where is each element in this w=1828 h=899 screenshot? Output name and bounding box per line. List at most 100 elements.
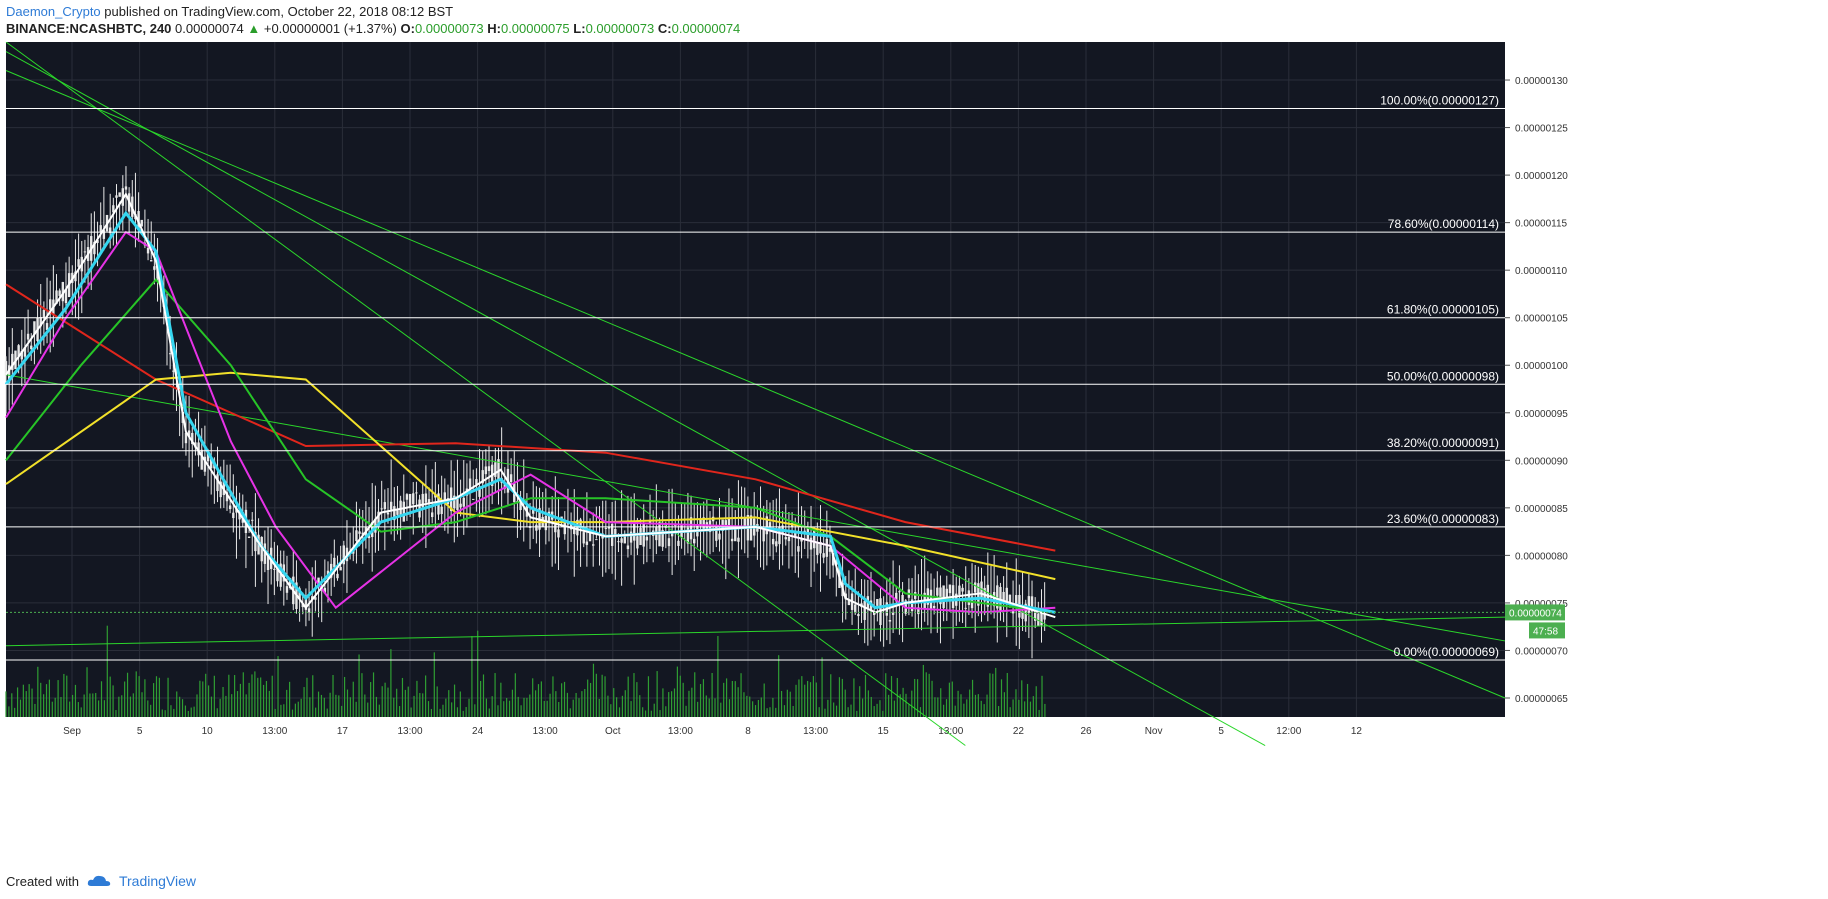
candle-body — [222, 480, 226, 496]
candle-body — [396, 510, 399, 515]
x-tick-label: 5 — [1218, 726, 1224, 737]
candle-body — [203, 456, 207, 472]
x-tick-label: 13:00 — [668, 726, 693, 737]
x-tick-label: Sep — [63, 726, 81, 737]
low-label: L: — [573, 21, 586, 36]
candle-body — [39, 317, 42, 327]
trendline[interactable] — [5, 616, 1506, 647]
candle-body — [112, 205, 115, 213]
candle-body — [566, 523, 570, 525]
candle-body — [210, 458, 213, 469]
candle-body — [614, 528, 617, 537]
candle-body — [636, 536, 639, 549]
candle-body — [945, 588, 948, 599]
candle-body — [819, 541, 822, 554]
candle-body — [472, 498, 475, 500]
candle-body — [765, 516, 769, 535]
candle-body — [74, 271, 77, 282]
y-tick-label: 0.00000070 — [1515, 646, 1568, 657]
moving-average-green[interactable] — [5, 278, 1056, 614]
candle-body — [266, 553, 270, 570]
candle-body — [629, 531, 633, 543]
candle-body — [898, 591, 901, 593]
x-tick-label: Nov — [1145, 726, 1163, 737]
candle-body — [96, 240, 99, 243]
candle-body — [288, 577, 292, 589]
trendline[interactable] — [5, 42, 966, 746]
candle-body — [585, 541, 589, 545]
candle-body — [481, 470, 484, 484]
candle-body — [787, 536, 791, 542]
candle-body — [724, 520, 727, 527]
candle-body — [191, 432, 194, 445]
candle-body — [1015, 595, 1018, 607]
candle-body — [389, 501, 393, 510]
candle-body — [607, 526, 611, 529]
fib-level-label: 78.60%(0.00000114) — [1388, 217, 1499, 231]
x-tick-label: 17 — [337, 726, 349, 737]
candle-body — [812, 528, 816, 549]
last-price-tag — [1505, 604, 1565, 621]
candle-body — [33, 321, 36, 335]
candle-body — [872, 611, 876, 616]
candle-body — [1027, 596, 1031, 613]
candle-body — [895, 592, 898, 602]
candle-body — [247, 536, 251, 538]
candle-body — [771, 538, 775, 545]
candle-body — [58, 290, 61, 296]
up-arrow-icon: ▲ — [247, 21, 261, 36]
candle-body — [857, 614, 860, 617]
candle-body — [939, 587, 942, 605]
candle-body — [718, 533, 721, 540]
open-value: 0.00000073 — [414, 21, 484, 36]
candle-body — [699, 519, 702, 526]
candle-body — [279, 563, 282, 587]
fib-level-label: 38.20%(0.00000091) — [1387, 436, 1499, 450]
candle-body — [298, 588, 301, 599]
candle-body — [484, 466, 488, 475]
candle-body — [339, 567, 342, 571]
y-tick-label: 0.00000100 — [1515, 361, 1568, 372]
candle-body — [768, 522, 772, 529]
candle-body — [475, 479, 478, 485]
plot-background[interactable] — [6, 42, 1505, 717]
candle-body — [964, 607, 967, 609]
x-tick-label: 13:00 — [262, 726, 287, 737]
candle-body — [108, 227, 112, 234]
candle-body — [670, 531, 674, 537]
author-link[interactable]: Daemon_Crypto — [6, 4, 101, 19]
candle-body — [225, 492, 229, 502]
candle-body — [456, 497, 459, 511]
candle-body — [121, 188, 125, 206]
trendline[interactable] — [5, 51, 1266, 746]
candle-body — [323, 587, 327, 594]
candle-body — [459, 503, 462, 508]
fib-level-label: 100.00%(0.00000127) — [1380, 94, 1499, 108]
candle-body — [686, 527, 690, 544]
moving-average-magenta[interactable] — [5, 230, 1056, 614]
candle-body — [178, 383, 181, 392]
candle-body — [822, 553, 825, 558]
tradingview-link[interactable]: TradingView — [118, 873, 197, 889]
candle-body — [273, 568, 276, 570]
moving-average-yellow[interactable] — [5, 371, 1056, 581]
moving-average-cyan[interactable] — [4, 210, 1056, 614]
x-tick-label: 13:00 — [938, 726, 963, 737]
candle-body — [402, 501, 405, 522]
candle-body — [715, 527, 718, 541]
candle-body — [604, 527, 608, 529]
high-label: H: — [487, 21, 501, 36]
candle-body — [1008, 594, 1012, 604]
candle-body — [503, 484, 507, 489]
symbol-name[interactable]: BINANCE:NCASHBTC, 240 — [6, 21, 172, 36]
candle-body — [153, 266, 156, 270]
footer: Created with TradingView — [6, 873, 196, 889]
candle-body — [336, 573, 339, 579]
candle-body — [591, 544, 595, 546]
candle-body — [478, 486, 481, 497]
x-tick-label: 12:00 — [1276, 726, 1301, 737]
candle-body — [285, 586, 289, 593]
price-chart[interactable]: 0.00000130 0.00000125 0.00000120 0.00000115… — [0, 42, 1828, 868]
candle-body — [825, 538, 829, 557]
x-tick-label: 13:00 — [397, 726, 422, 737]
